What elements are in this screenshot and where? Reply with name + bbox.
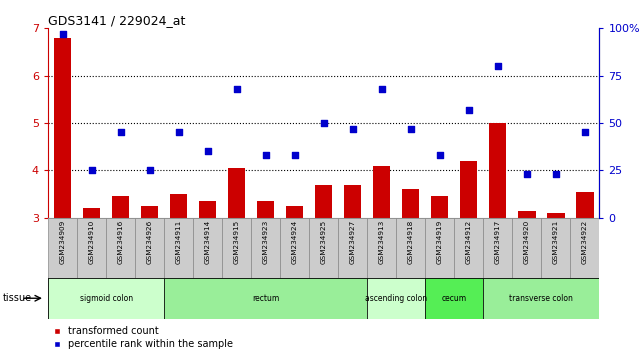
Point <box>551 171 561 177</box>
Text: GSM234912: GSM234912 <box>466 219 472 264</box>
Bar <box>48 278 164 319</box>
Bar <box>373 166 390 218</box>
Bar <box>460 161 478 218</box>
Bar <box>425 278 483 319</box>
Text: GSM234916: GSM234916 <box>117 219 124 264</box>
Bar <box>547 213 565 218</box>
Bar <box>54 38 71 218</box>
Bar <box>251 218 280 278</box>
Text: GSM234923: GSM234923 <box>263 219 269 264</box>
Bar <box>309 218 338 278</box>
Bar <box>512 218 541 278</box>
Text: GSM234927: GSM234927 <box>350 219 356 264</box>
Bar <box>164 218 193 278</box>
Text: rectum: rectum <box>252 294 279 303</box>
Point <box>174 130 184 135</box>
Text: GSM234913: GSM234913 <box>379 219 385 264</box>
Point <box>463 107 474 113</box>
Bar <box>489 123 506 218</box>
Bar <box>396 218 425 278</box>
Bar <box>222 218 251 278</box>
Text: ascending colon: ascending colon <box>365 294 428 303</box>
Text: GSM234915: GSM234915 <box>234 219 240 264</box>
Point <box>231 86 242 92</box>
Bar <box>77 218 106 278</box>
Point <box>144 167 154 173</box>
Text: GSM234919: GSM234919 <box>437 219 443 264</box>
Point <box>319 120 329 126</box>
Bar <box>164 278 367 319</box>
Bar <box>541 218 570 278</box>
Point <box>203 149 213 154</box>
Text: GDS3141 / 229024_at: GDS3141 / 229024_at <box>48 14 185 27</box>
Point <box>290 152 300 158</box>
Text: GSM234926: GSM234926 <box>147 219 153 264</box>
Point <box>406 126 416 132</box>
Point <box>579 130 590 135</box>
Bar <box>199 201 217 218</box>
Legend: transformed count, percentile rank within the sample: transformed count, percentile rank withi… <box>53 326 233 349</box>
Bar <box>141 206 158 218</box>
Bar <box>425 218 454 278</box>
Point <box>260 152 271 158</box>
Point <box>58 31 68 37</box>
Point <box>493 63 503 69</box>
Bar <box>367 278 425 319</box>
Bar <box>286 206 303 218</box>
Bar <box>112 196 129 218</box>
Bar <box>518 211 535 218</box>
Bar <box>106 218 135 278</box>
Bar <box>257 201 274 218</box>
Bar <box>135 218 164 278</box>
Bar <box>402 189 419 218</box>
Bar <box>228 168 246 218</box>
Text: GSM234921: GSM234921 <box>553 219 559 264</box>
Text: GSM234922: GSM234922 <box>582 219 588 264</box>
Point <box>347 126 358 132</box>
Text: GSM234925: GSM234925 <box>320 219 327 264</box>
Bar <box>170 194 187 218</box>
Text: sigmoid colon: sigmoid colon <box>79 294 133 303</box>
Point <box>435 152 445 158</box>
Bar <box>48 218 77 278</box>
Bar <box>338 218 367 278</box>
Text: GSM234918: GSM234918 <box>408 219 413 264</box>
Point <box>377 86 387 92</box>
Bar <box>483 278 599 319</box>
Bar <box>367 218 396 278</box>
Bar <box>193 218 222 278</box>
Text: GSM234924: GSM234924 <box>292 219 297 264</box>
Point <box>87 167 97 173</box>
Bar <box>570 218 599 278</box>
Text: cecum: cecum <box>442 294 467 303</box>
Bar <box>454 218 483 278</box>
Point <box>115 130 126 135</box>
Bar <box>431 196 449 218</box>
Bar <box>315 184 333 218</box>
Point <box>522 171 532 177</box>
Text: transverse colon: transverse colon <box>510 294 573 303</box>
Text: GSM234909: GSM234909 <box>60 219 65 264</box>
Bar <box>344 184 362 218</box>
Text: GSM234920: GSM234920 <box>524 219 530 264</box>
Text: GSM234917: GSM234917 <box>495 219 501 264</box>
Bar <box>483 218 512 278</box>
Bar <box>83 208 100 218</box>
Text: tissue: tissue <box>3 293 31 303</box>
Bar <box>280 218 309 278</box>
Text: GSM234911: GSM234911 <box>176 219 181 264</box>
Bar <box>576 192 594 218</box>
Text: GSM234914: GSM234914 <box>204 219 211 264</box>
Text: GSM234910: GSM234910 <box>88 219 95 264</box>
